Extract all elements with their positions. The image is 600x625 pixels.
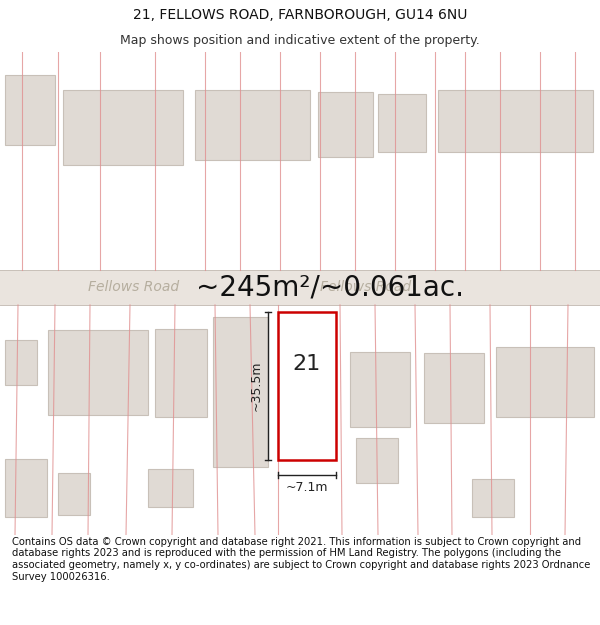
Bar: [195, 90, 310, 160]
Bar: [48, 330, 148, 415]
Text: Map shows position and indicative extent of the property.: Map shows position and indicative extent…: [120, 34, 480, 47]
Bar: [424, 353, 484, 423]
Bar: [148, 469, 193, 507]
Bar: [278, 312, 336, 460]
Bar: [155, 329, 207, 417]
Text: 21, FELLOWS ROAD, FARNBOROUGH, GU14 6NU: 21, FELLOWS ROAD, FARNBOROUGH, GU14 6NU: [133, 8, 467, 21]
Text: 21: 21: [293, 354, 321, 374]
Bar: [5, 459, 47, 517]
Bar: [356, 438, 398, 483]
Text: Fellows Road: Fellows Road: [88, 281, 179, 294]
Bar: [318, 92, 373, 157]
Bar: [496, 347, 594, 417]
Text: Fellows Road: Fellows Road: [320, 281, 411, 294]
Bar: [350, 352, 410, 427]
Text: ~35.5m: ~35.5m: [250, 361, 263, 411]
Bar: [378, 94, 426, 152]
Bar: [438, 90, 593, 152]
Bar: [63, 90, 183, 165]
Text: Contains OS data © Crown copyright and database right 2021. This information is : Contains OS data © Crown copyright and d…: [12, 537, 590, 581]
Bar: [5, 340, 37, 385]
Bar: [58, 473, 90, 515]
Bar: [213, 317, 268, 467]
Text: ~245m²/~0.061ac.: ~245m²/~0.061ac.: [196, 273, 464, 301]
Bar: [5, 75, 55, 145]
Text: ~7.1m: ~7.1m: [286, 481, 328, 494]
Bar: [472, 479, 514, 517]
Bar: [0, 270, 600, 305]
